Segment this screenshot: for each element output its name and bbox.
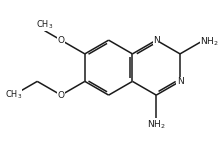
Text: NH$_2$: NH$_2$: [200, 36, 219, 48]
Text: O: O: [57, 36, 65, 45]
Text: CH$_3$: CH$_3$: [5, 89, 22, 101]
Text: CH$_3$: CH$_3$: [36, 18, 53, 31]
Text: N: N: [153, 36, 160, 45]
Text: NH$_2$: NH$_2$: [147, 118, 166, 131]
Text: O: O: [57, 91, 65, 100]
Text: N: N: [177, 77, 183, 86]
